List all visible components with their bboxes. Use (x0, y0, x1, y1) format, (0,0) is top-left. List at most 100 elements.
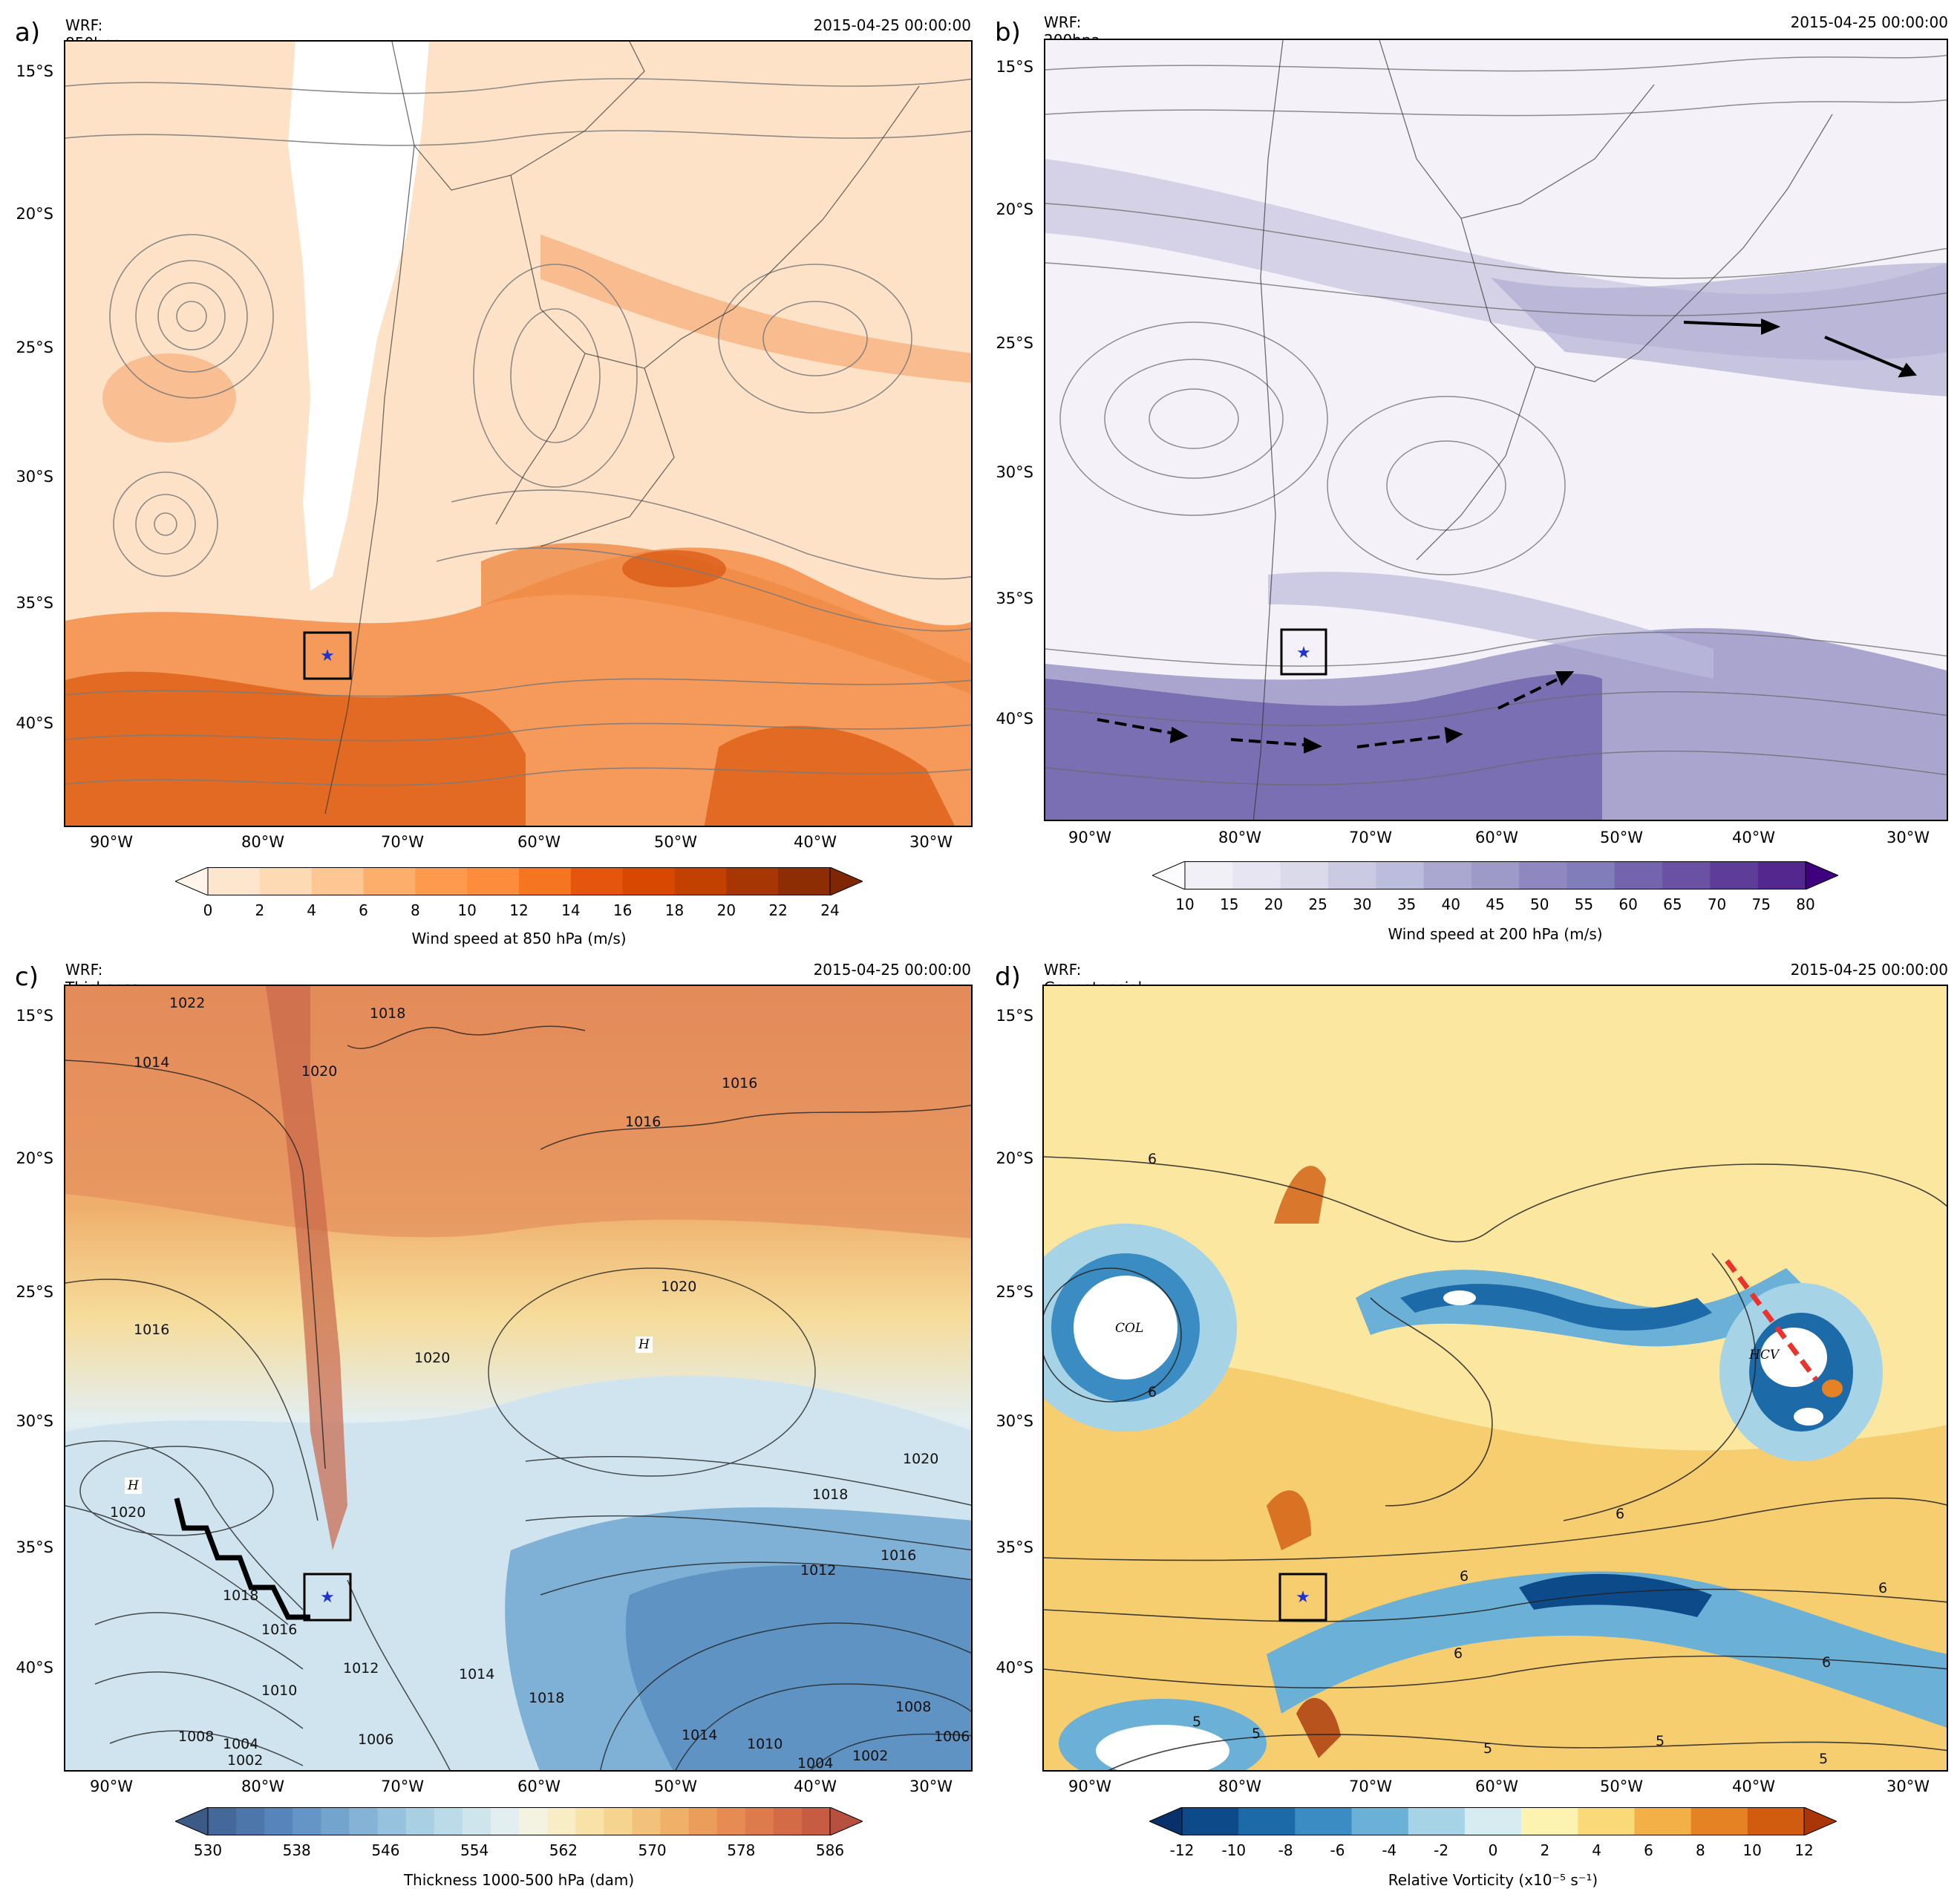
colorbar-tick: 2 (255, 901, 265, 919)
lon-label: 50°W (654, 833, 697, 851)
lat-label: 30°S (16, 468, 53, 486)
contour-label: 1018 (370, 1005, 406, 1022)
lat-label: 30°S (996, 463, 1033, 481)
contour-label: 5 (1483, 1740, 1493, 1757)
contour-label: 1016 (881, 1547, 917, 1564)
colorbar-segment (1690, 1807, 1748, 1835)
panel-letter: c) (15, 962, 39, 992)
lat-label: 20°S (16, 205, 53, 223)
high-pressure-label: H (636, 1336, 653, 1353)
lat-label: 35°S (996, 1538, 1033, 1556)
colorbar-tick: 538 (282, 1841, 311, 1859)
colorbar-segment (1185, 861, 1233, 890)
lat-label: 35°S (16, 594, 53, 612)
colorbar-tick: 20 (716, 901, 736, 919)
colorbar-segment (462, 1807, 491, 1835)
colorbar-segment (1521, 1807, 1578, 1835)
contour-label: 1022 (169, 995, 206, 1011)
contour-label: 1020 (661, 1279, 697, 1295)
panel-letter: d) (995, 962, 1021, 992)
contour-label: 1006 (934, 1729, 970, 1745)
colorbar-segment (321, 1807, 350, 1835)
contour-label: 1016 (722, 1075, 758, 1091)
lon-label: 40°W (1732, 829, 1775, 846)
colorbar-tick: 40 (1441, 895, 1460, 913)
contour-label: 1016 (261, 1622, 298, 1638)
colorbar-extend-high (1803, 1807, 1837, 1835)
colorbar-segment (716, 1807, 746, 1835)
colorbar-tick: 20 (1264, 895, 1284, 913)
colorbar-tick: 65 (1663, 895, 1682, 913)
lat-label: 25°S (996, 334, 1033, 352)
contour-label: 1008 (895, 1699, 932, 1715)
colorbar-segment (208, 867, 261, 895)
lon-label: 40°W (794, 833, 837, 851)
colorbar-segment (1238, 1807, 1296, 1835)
lat-label: 15°S (996, 58, 1033, 76)
colorbar-tick: -10 (1221, 1841, 1247, 1859)
colorbar-segment (363, 867, 416, 895)
colorbar-segment (1634, 1807, 1692, 1835)
colorbar-segment (519, 867, 572, 895)
colorbar: 0 2 4 6 8 10 12 14 16 18 20 22 24 (175, 867, 863, 919)
colorbar-label: Relative Vorticity (x10⁻⁵ s⁻¹) (1388, 1871, 1598, 1889)
contour-label: 1006 (358, 1731, 394, 1748)
svg-text:★: ★ (1296, 644, 1311, 662)
colorbar-segment (377, 1807, 407, 1835)
colorbar-graphic (175, 867, 863, 895)
colorbar-segment (467, 867, 520, 895)
contour-label: 1008 (178, 1729, 215, 1745)
colorbar-tick: 8 (410, 901, 420, 919)
lat-label: 15°S (16, 62, 53, 80)
lat-label: 25°S (16, 1283, 53, 1301)
colorbar-tick: 60 (1618, 895, 1638, 913)
panel-date: 2015-04-25 00:00:00 (1790, 13, 1948, 31)
colorbar-segment (801, 1807, 831, 1835)
contour-label: 1018 (812, 1486, 849, 1503)
lat-label: 40°S (16, 1659, 53, 1677)
colorbar-segment (1471, 861, 1520, 890)
contour-label: 5 (1819, 1751, 1829, 1767)
colorbar-segment (1182, 1807, 1239, 1835)
lon-label: 40°W (794, 1778, 837, 1795)
svg-text:★: ★ (1296, 1588, 1310, 1607)
contour-label: 1012 (800, 1562, 837, 1579)
contour-label: 1018 (529, 1690, 565, 1706)
colorbar-tick: 24 (820, 901, 840, 919)
colorbar-graphic (175, 1807, 863, 1835)
colorbar-tick: 18 (664, 901, 685, 919)
svg-text:★: ★ (320, 1588, 335, 1607)
map-graphic: ★ (1044, 986, 1947, 1770)
panel-letter: b) (995, 18, 1021, 48)
colorbar-segment (632, 1807, 661, 1835)
colorbar-segment (434, 1807, 463, 1835)
lat-label: 30°S (996, 1412, 1033, 1430)
colorbar-segment (1710, 861, 1759, 890)
lon-label: 50°W (654, 1778, 697, 1795)
lon-label: 60°W (517, 833, 561, 851)
colorbar-segment (622, 867, 675, 895)
lat-label: 40°S (996, 1659, 1033, 1677)
colorbar-segment (236, 1807, 265, 1835)
colorbar-tick: -2 (1434, 1841, 1449, 1859)
lon-label: 70°W (381, 1778, 424, 1795)
lon-label: 30°W (909, 1778, 953, 1795)
colorbar-label: Wind speed at 850 hPa (m/s) (411, 930, 627, 947)
colorbar-segment (1408, 1807, 1466, 1835)
colorbar-segment (259, 867, 313, 895)
colorbar-tick: 10 (457, 901, 477, 919)
colorbar-segment (778, 867, 831, 895)
contour-label: 1020 (301, 1063, 338, 1080)
colorbar-tick: -6 (1330, 1841, 1345, 1859)
colorbar-tick: 578 (727, 1841, 756, 1859)
colorbar-tick: 586 (815, 1841, 845, 1859)
colorbar-tick: 530 (193, 1841, 223, 1859)
lat-label: 35°S (16, 1538, 53, 1556)
colorbar-segment (688, 1807, 718, 1835)
lon-label: 90°W (1068, 1778, 1111, 1795)
colorbar-tick: 30 (1353, 895, 1372, 913)
colorbar-tick: 8 (1695, 1841, 1705, 1859)
colorbar-tick: 6 (359, 901, 368, 919)
contour-label: 1012 (343, 1660, 379, 1677)
colorbar-segment (405, 1807, 435, 1835)
